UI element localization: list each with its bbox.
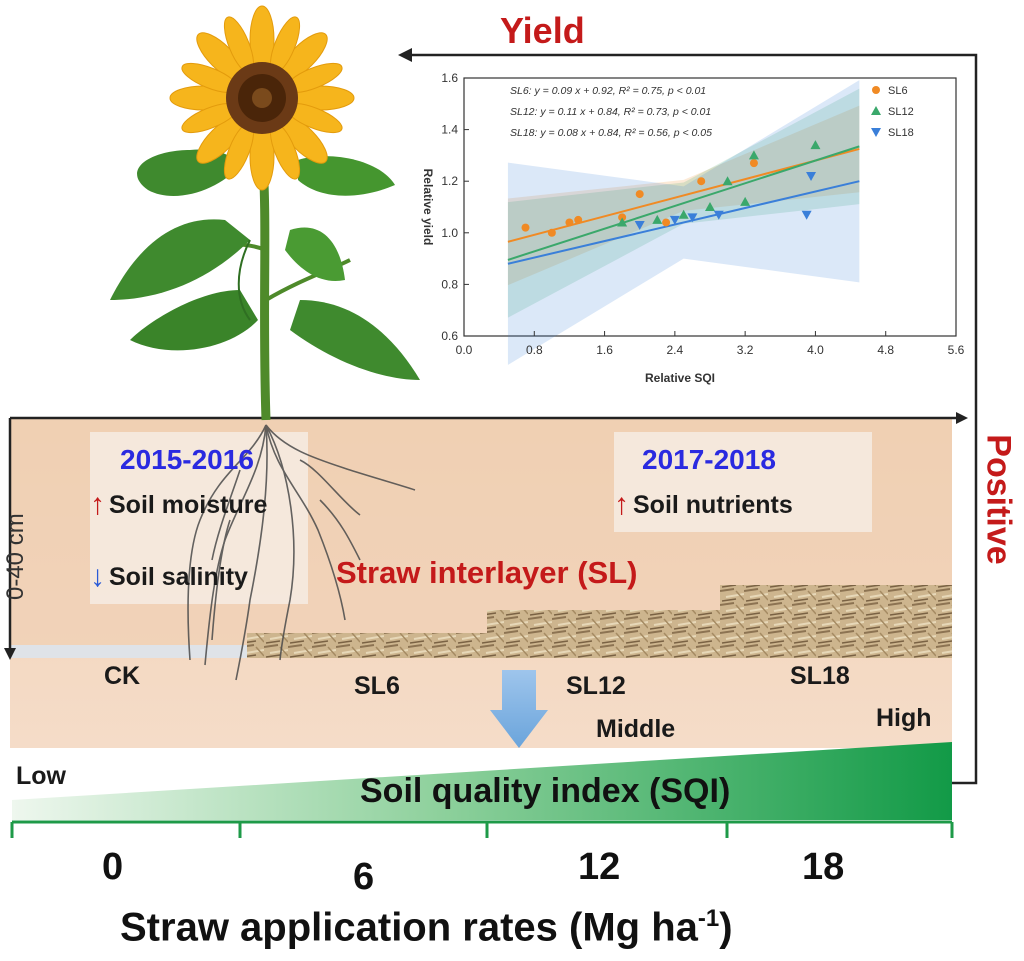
legend-marker-sl18 xyxy=(871,128,881,137)
y-tick-label: 0.6 xyxy=(441,329,458,343)
rate-0: 0 xyxy=(102,846,124,888)
x-tick-label: 0.8 xyxy=(526,343,543,357)
y-axis-label: Relative yield xyxy=(421,169,435,246)
point-sl12 xyxy=(748,150,759,160)
treatment-sl12: SL12 xyxy=(566,672,626,700)
rate-12: 12 xyxy=(578,846,621,888)
regression-equation: SL18: y = 0.08 x + 0.84, R² = 0.56, p < … xyxy=(510,127,712,139)
treatment-sl18: SL18 xyxy=(790,662,850,690)
point-sl18 xyxy=(634,221,645,231)
x-tick-label: 3.2 xyxy=(737,343,754,357)
straw-layer-sl6 xyxy=(247,633,487,658)
legend-label-sl6: SL6 xyxy=(888,85,908,97)
point-sl18 xyxy=(806,172,817,182)
depth-label: 0-40 cm xyxy=(2,513,29,600)
x-axis-title: Straw application rates (Mg ha-1) xyxy=(120,905,733,950)
straw-layer-sl12 xyxy=(487,610,720,658)
late-period-box xyxy=(614,432,872,532)
legend-label-sl18: SL18 xyxy=(888,127,914,139)
regression-chart: 0.0 0.8 1.6 2.4 3.2 4.0 4.8 5.6 0.6 0.8 1.0 1.2 1.4 1… xyxy=(421,71,965,385)
regression-equation: SL12: y = 0.11 x + 0.84, R² = 0.73, p < … xyxy=(510,106,711,118)
x-tick-label: 4.0 xyxy=(807,343,824,357)
yield-label: Yield xyxy=(500,10,585,51)
point-sl6 xyxy=(749,159,758,168)
point-sl6 xyxy=(635,190,644,199)
regression-equation: SL6: y = 0.09 x + 0.92, R² = 0.75, p < 0… xyxy=(510,85,706,97)
soil-top-arrowhead xyxy=(956,412,968,424)
yield-arrowhead xyxy=(398,48,412,62)
increase-arrow-icon: ↑ xyxy=(614,488,629,521)
y-tick-label: 1.4 xyxy=(441,123,458,137)
x-tick-label: 4.8 xyxy=(877,343,894,357)
point-sl12 xyxy=(678,209,689,219)
y-tick-label: 1.6 xyxy=(441,71,458,85)
point-sl6 xyxy=(565,218,574,227)
increase-arrow-icon: ↑ xyxy=(90,488,105,521)
point-sl6 xyxy=(521,223,530,232)
point-sl18 xyxy=(669,215,680,225)
y-tick-label: 0.8 xyxy=(441,277,458,291)
point-sl12 xyxy=(722,176,733,186)
soil-nutrients-label: Soil nutrients xyxy=(633,490,793,519)
soil-moisture-factor: ↑ Soil moisture xyxy=(90,490,267,520)
point-sl6 xyxy=(697,177,706,186)
soil-salinity-factor: ↓ Soil salinity xyxy=(90,562,248,592)
x-axis-title-sup: -1 xyxy=(697,905,720,932)
x-axis-title-end: ) xyxy=(719,905,733,950)
point-sl18 xyxy=(713,210,724,220)
treatment-sl6: SL6 xyxy=(354,672,400,700)
x-tick-label: 5.6 xyxy=(948,343,965,357)
early-period-box xyxy=(90,432,308,604)
point-sl12 xyxy=(617,217,628,227)
point-sl18 xyxy=(687,213,698,223)
legend-marker-sl6 xyxy=(872,86,880,94)
point-sl12 xyxy=(810,140,821,150)
x-tick-label: 1.6 xyxy=(596,343,613,357)
point-sl6 xyxy=(662,218,671,227)
point-sl12 xyxy=(705,202,715,211)
sqi-level-high: High xyxy=(876,704,932,732)
point-sl6 xyxy=(574,215,583,224)
straw-layer-sl18 xyxy=(720,585,952,658)
depth-arrowhead xyxy=(4,648,16,660)
sqi-level-middle: Middle xyxy=(596,715,676,743)
straw-interlayer-label: Straw interlayer (SL) xyxy=(336,555,638,590)
soil-nutrients-factor: ↑ Soil nutrients xyxy=(614,490,793,520)
fit-line-sl18 xyxy=(507,180,860,265)
sqi-axis-ticks xyxy=(10,822,954,838)
point-sl6 xyxy=(547,228,556,237)
sunflower-icon xyxy=(110,5,420,421)
point-sl6 xyxy=(618,213,627,222)
fit-line-sl12 xyxy=(507,145,860,261)
y-tick-label: 1.2 xyxy=(441,174,458,188)
sqi-wedge xyxy=(12,742,952,820)
late-period-years: 2017-2018 xyxy=(642,444,776,475)
treatment-ck: CK xyxy=(104,662,141,690)
sqi-label: Soil quality index (SQI) xyxy=(360,772,731,810)
legend-marker-sl12 xyxy=(871,106,881,115)
point-sl12 xyxy=(740,196,751,206)
point-sl12 xyxy=(652,214,663,224)
soil-salinity-label: Soil salinity xyxy=(109,562,248,591)
legend-label-sl12: SL12 xyxy=(888,106,914,118)
early-period-years: 2015-2016 xyxy=(120,444,254,475)
root-system xyxy=(187,424,416,681)
decrease-arrow-icon: ↓ xyxy=(90,560,105,593)
x-axis-title-main: Straw application rates (Mg ha xyxy=(120,905,698,950)
rate-18: 18 xyxy=(802,846,845,888)
x-tick-label: 2.4 xyxy=(667,343,684,357)
x-axis-label: Relative SQI xyxy=(645,371,715,385)
rate-6: 6 xyxy=(353,856,375,898)
positive-label: Positive xyxy=(979,434,1018,565)
sqi-level-low: Low xyxy=(16,762,66,790)
ck-layer xyxy=(10,645,247,658)
x-tick-label: 0.0 xyxy=(456,343,473,357)
soil-moisture-label: Soil moisture xyxy=(109,490,268,519)
down-arrow-icon xyxy=(490,670,548,748)
y-tick-label: 1.0 xyxy=(441,226,458,240)
point-sl18 xyxy=(801,210,812,220)
